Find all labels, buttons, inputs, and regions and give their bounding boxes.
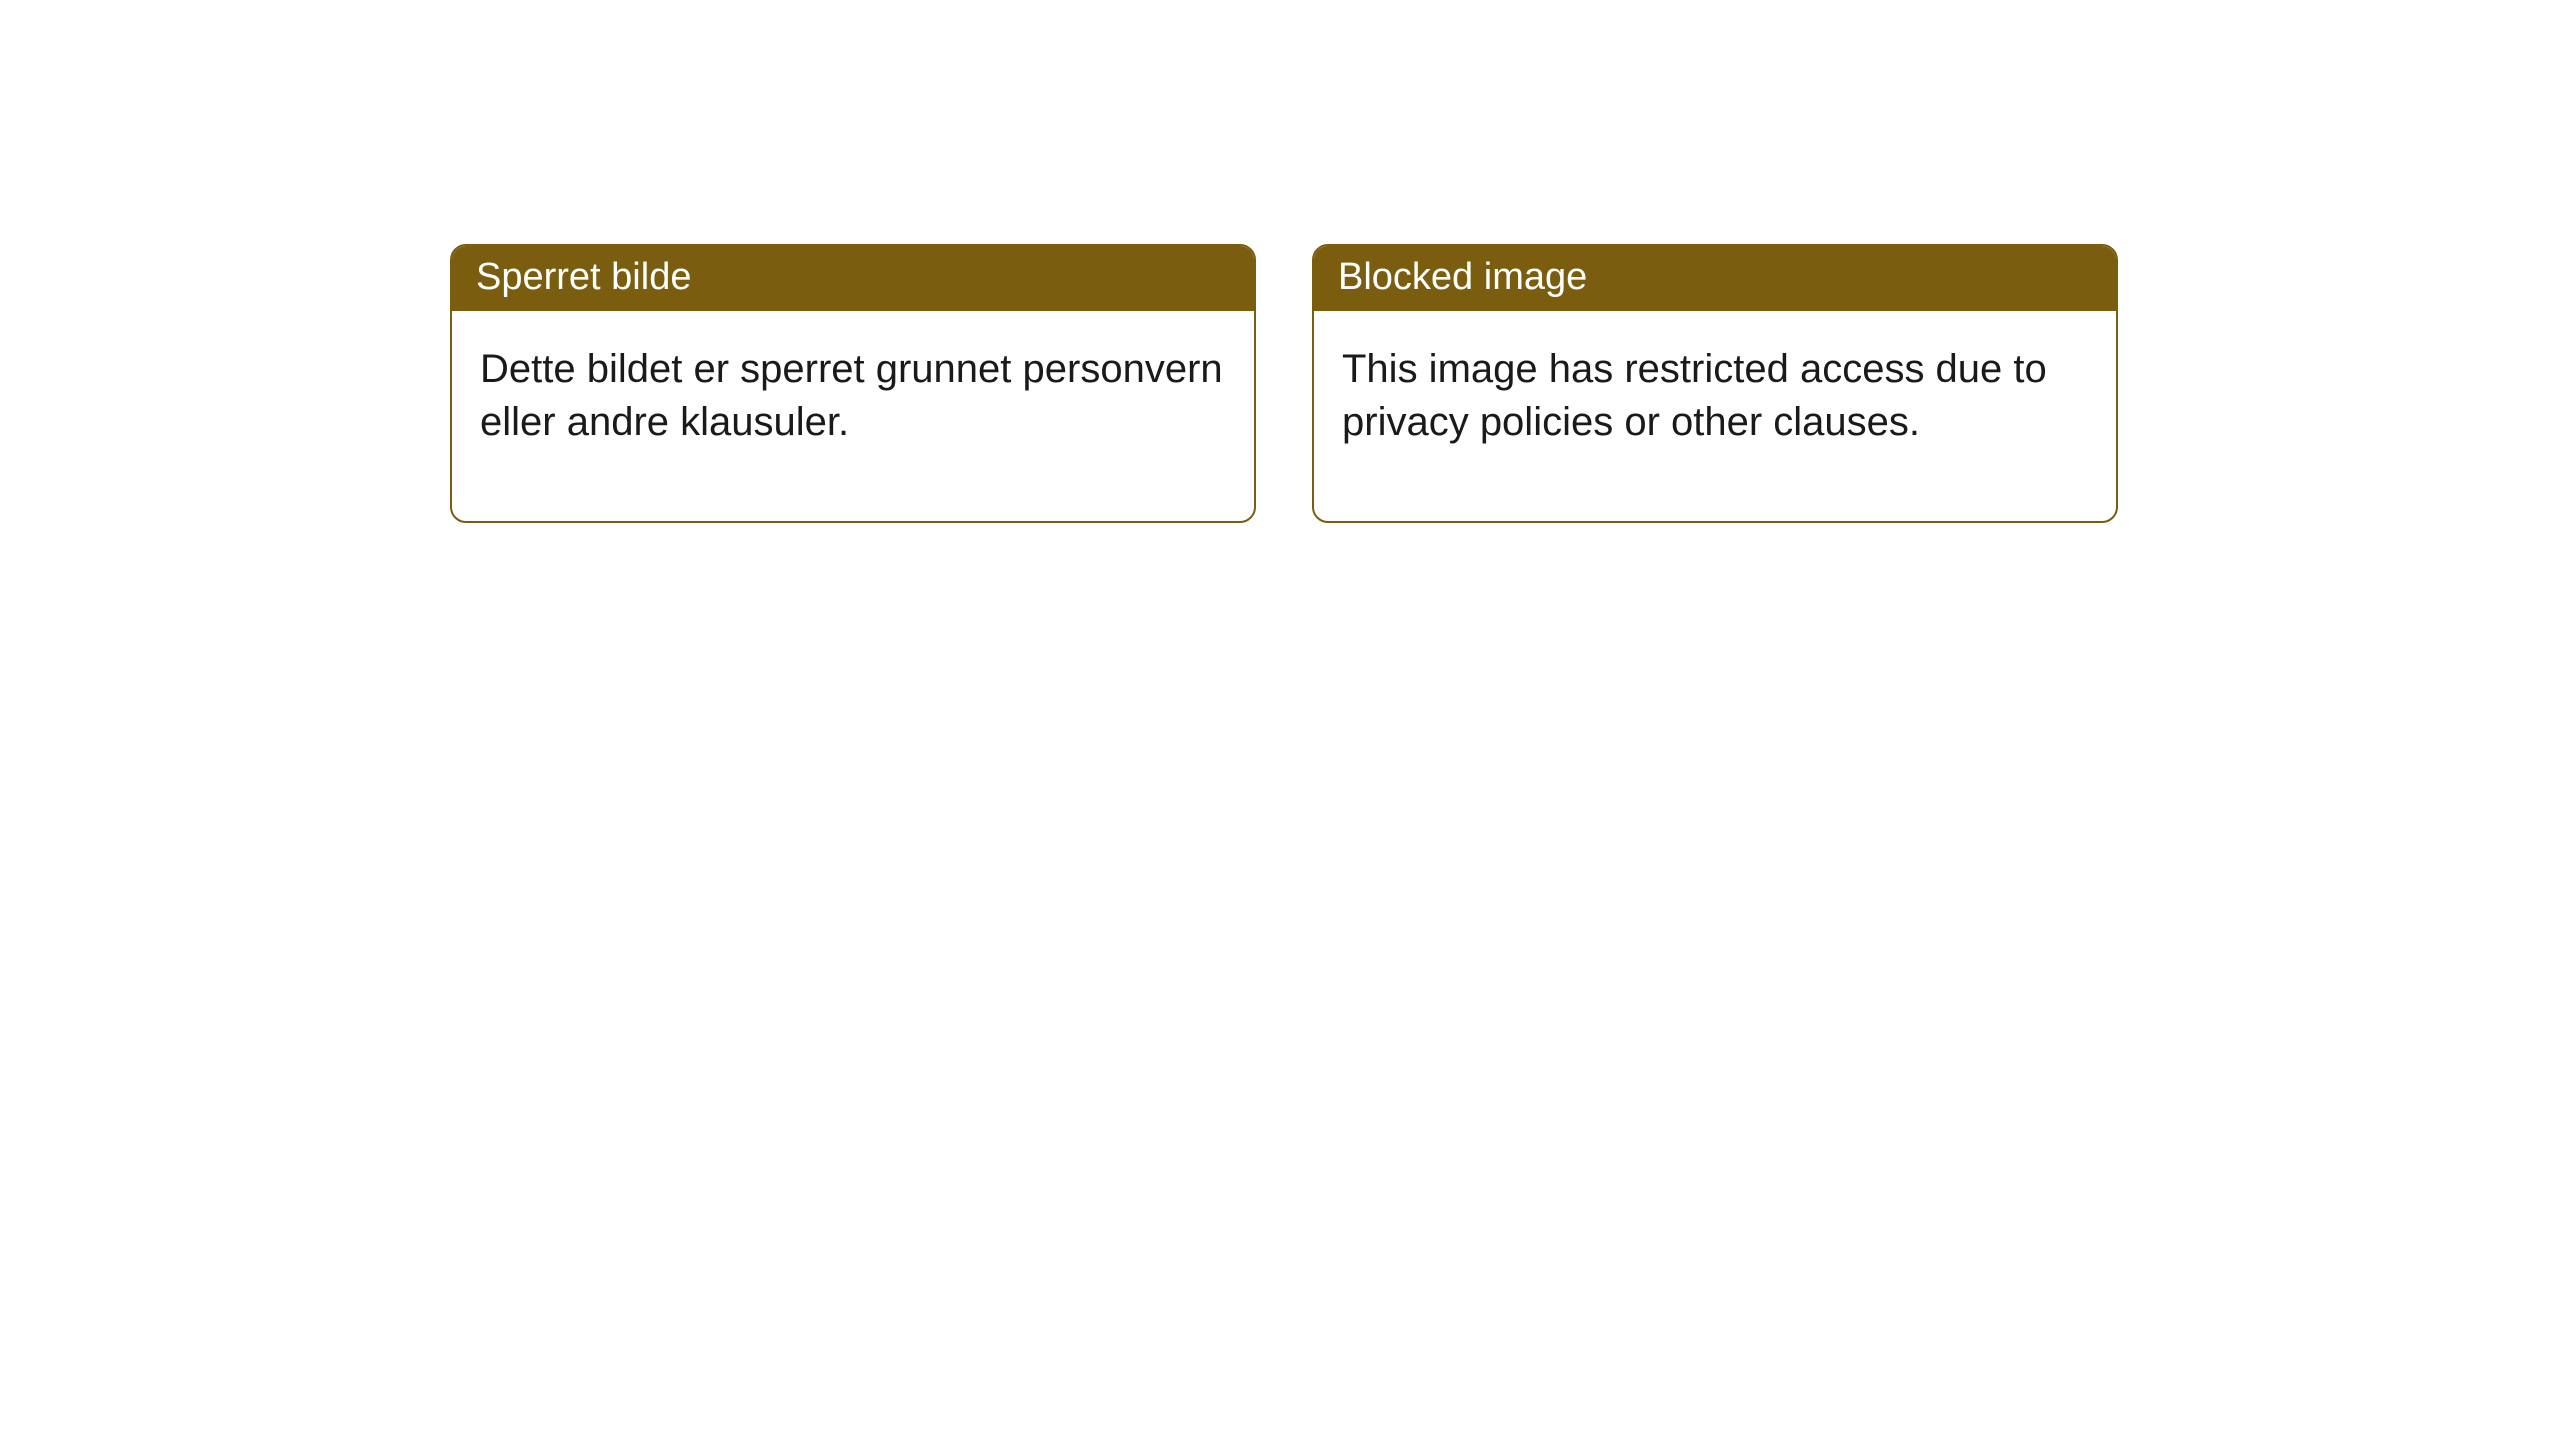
notice-body: This image has restricted access due to … — [1314, 311, 2116, 521]
notice-header: Sperret bilde — [452, 246, 1254, 311]
notice-box-english: Blocked image This image has restricted … — [1312, 244, 2118, 523]
notice-header: Blocked image — [1314, 246, 2116, 311]
notice-box-norwegian: Sperret bilde Dette bildet er sperret gr… — [450, 244, 1256, 523]
notice-container: Sperret bilde Dette bildet er sperret gr… — [0, 0, 2560, 523]
notice-body: Dette bildet er sperret grunnet personve… — [452, 311, 1254, 521]
